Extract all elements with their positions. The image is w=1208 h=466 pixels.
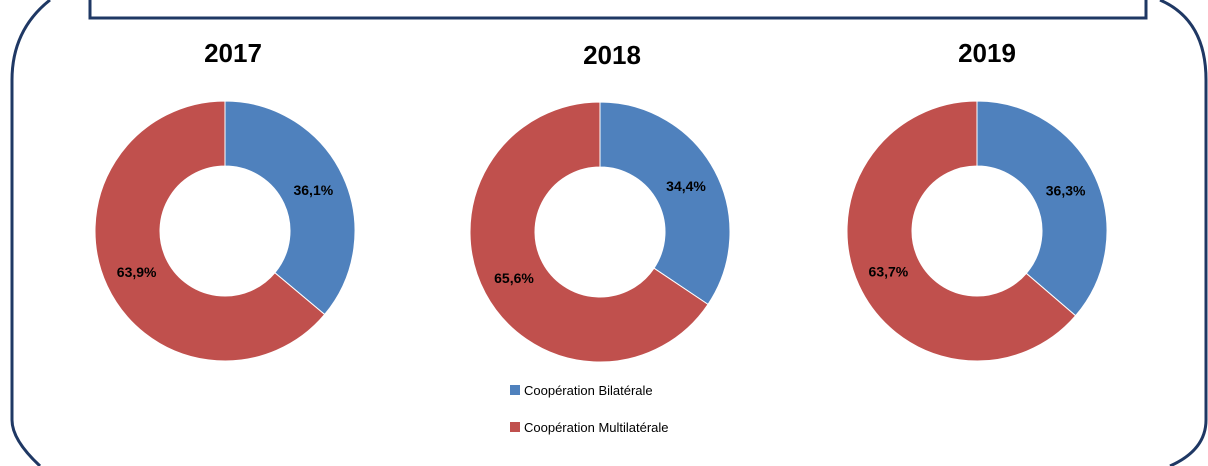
donut-group: 36,1% 63,9% 34,4% 65,6% 36,3% 63,7% bbox=[94, 100, 1108, 363]
donut-segment-2018-bilaterale bbox=[599, 101, 731, 306]
chart-title-2018: 2018 bbox=[583, 40, 641, 70]
legend-swatch-bilaterale bbox=[510, 385, 520, 395]
legend-label-multilaterale: Coopération Multilatérale bbox=[524, 420, 669, 435]
data-label-2019-bilaterale: 36,3% bbox=[1046, 182, 1086, 198]
chart-title-2019: 2019 bbox=[958, 38, 1016, 68]
header-box bbox=[88, 0, 1148, 20]
legend-swatch-multilaterale bbox=[510, 422, 520, 432]
chart-title-2017: 2017 bbox=[204, 38, 262, 68]
frame-left-edge bbox=[10, 0, 51, 466]
donut-segment-2017-multilaterale bbox=[94, 100, 326, 362]
data-label-2019-multilaterale: 63,7% bbox=[869, 264, 909, 280]
frame-right-edge bbox=[1159, 0, 1208, 466]
legend-label-bilaterale: Coopération Bilatérale bbox=[524, 383, 653, 398]
donut-segment-2019-multilaterale bbox=[846, 100, 1077, 362]
data-label-2017-multilaterale: 63,9% bbox=[117, 264, 157, 280]
data-label-2018-bilaterale: 34,4% bbox=[666, 178, 706, 194]
data-label-2017-bilaterale: 36,1% bbox=[293, 182, 333, 198]
donut-segment-2017-bilaterale bbox=[224, 100, 356, 316]
data-label-2018-multilaterale: 65,6% bbox=[494, 270, 534, 286]
legend: Coopération Bilatérale Coopération Multi… bbox=[510, 383, 669, 435]
donut-segment-2019-bilaterale bbox=[976, 100, 1108, 317]
donut-segment-2018-multilaterale bbox=[469, 101, 709, 363]
